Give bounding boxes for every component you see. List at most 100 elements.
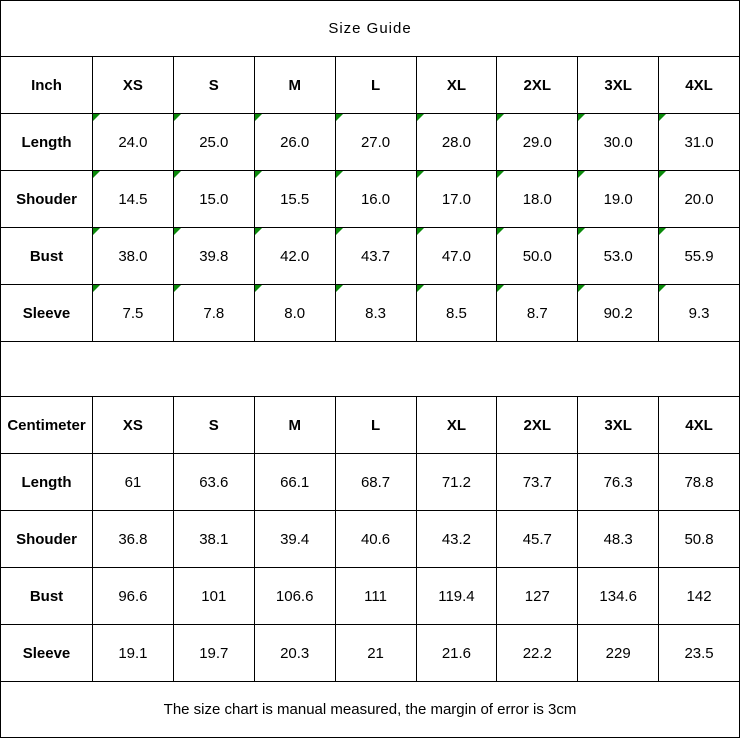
size-value-cell: 40.6 xyxy=(334,510,417,568)
size-value-cell: 31.0 xyxy=(658,113,740,171)
size-value-cell: 8.3 xyxy=(334,284,417,342)
measurement-row-label: Sleeve xyxy=(0,284,93,342)
size-value-cell: 7.8 xyxy=(172,284,255,342)
size-value-cell: 66.1 xyxy=(253,453,336,511)
size-value-cell: 42.0 xyxy=(253,227,336,285)
size-value-cell: 229 xyxy=(577,624,660,682)
size-value-cell: 47.0 xyxy=(415,227,498,285)
size-column-header: XL xyxy=(415,396,498,454)
size-column-header: 2XL xyxy=(496,396,579,454)
size-value-cell: 76.3 xyxy=(577,453,660,511)
size-value-cell: 90.2 xyxy=(577,284,660,342)
page-title: Size Guide xyxy=(0,0,740,57)
size-value-cell: 39.4 xyxy=(253,510,336,568)
size-column-header: L xyxy=(334,56,417,114)
size-value-cell: 142 xyxy=(658,567,740,625)
size-value-cell: 61 xyxy=(92,453,174,511)
size-value-cell: 45.7 xyxy=(496,510,579,568)
size-value-cell: 8.7 xyxy=(496,284,579,342)
size-value-cell: 16.0 xyxy=(334,170,417,228)
centimeter-table-row-shouder: Shouder 36.8 38.1 39.4 40.6 43.2 45.7 48.3 50.8 xyxy=(0,510,740,568)
measurement-row-label: Shouder xyxy=(0,170,93,228)
size-value-cell: 48.3 xyxy=(577,510,660,568)
spacer-row xyxy=(0,341,740,397)
size-value-cell: 23.5 xyxy=(658,624,740,682)
size-value-cell: 19.7 xyxy=(172,624,255,682)
unit-label-inch-table: Inch xyxy=(0,56,93,114)
size-column-header: M xyxy=(253,396,336,454)
centimeter-table-row-length: Length 61 63.6 66.1 68.7 71.2 73.7 76.3 78.8 xyxy=(0,453,740,511)
size-value-cell: 73.7 xyxy=(496,453,579,511)
size-value-cell: 7.5 xyxy=(92,284,174,342)
centimeter-table-header-row: Centimeter XS S M L XL 2XL 3XL 4XL xyxy=(0,396,740,454)
size-column-header: 4XL xyxy=(658,396,740,454)
size-value-cell: 78.8 xyxy=(658,453,740,511)
size-value-cell: 29.0 xyxy=(496,113,579,171)
size-column-header: XS xyxy=(92,396,174,454)
size-value-cell: 18.0 xyxy=(496,170,579,228)
size-value-cell: 71.2 xyxy=(415,453,498,511)
size-value-cell: 9.3 xyxy=(658,284,740,342)
measurement-row-label: Sleeve xyxy=(0,624,93,682)
size-column-header: L xyxy=(334,396,417,454)
size-value-cell: 21.6 xyxy=(415,624,498,682)
inch-table-header-row: Inch XS S M L XL 2XL 3XL 4XL xyxy=(0,56,740,114)
size-value-cell: 119.4 xyxy=(415,567,498,625)
measurement-row-label: Bust xyxy=(0,227,93,285)
unit-label-centimeter-table: Centimeter xyxy=(0,396,93,454)
measurement-row-label: Shouder xyxy=(0,510,93,568)
size-value-cell: 68.7 xyxy=(334,453,417,511)
size-value-cell: 30.0 xyxy=(577,113,660,171)
spacer-cell xyxy=(0,341,740,397)
size-value-cell: 106.6 xyxy=(253,567,336,625)
size-value-cell: 14.5 xyxy=(92,170,174,228)
size-value-cell: 28.0 xyxy=(415,113,498,171)
size-value-cell: 15.0 xyxy=(172,170,255,228)
size-value-cell: 19.1 xyxy=(92,624,174,682)
size-column-header: S xyxy=(172,56,255,114)
size-value-cell: 38.1 xyxy=(172,510,255,568)
size-value-cell: 24.0 xyxy=(92,113,174,171)
size-value-cell: 38.0 xyxy=(92,227,174,285)
size-value-cell: 27.0 xyxy=(334,113,417,171)
size-value-cell: 8.0 xyxy=(253,284,336,342)
inch-table-row-length: Length 24.0 25.0 26.0 27.0 28.0 29.0 30.0 31.0 xyxy=(0,113,740,171)
size-value-cell: 101 xyxy=(172,567,255,625)
size-value-cell: 36.8 xyxy=(92,510,174,568)
footnote-row: The size chart is manual measured, the m… xyxy=(0,681,740,738)
size-value-cell: 20.0 xyxy=(658,170,740,228)
size-value-cell: 22.2 xyxy=(496,624,579,682)
title-row: Size Guide xyxy=(0,0,740,57)
inch-table-row-sleeve: Sleeve 7.5 7.8 8.0 8.3 8.5 8.7 90.2 9.3 xyxy=(0,284,740,342)
size-column-header: M xyxy=(253,56,336,114)
size-column-header: 4XL xyxy=(658,56,740,114)
size-column-header: 3XL xyxy=(577,56,660,114)
size-value-cell: 21 xyxy=(334,624,417,682)
inch-table-row-shouder: Shouder 14.5 15.0 15.5 16.0 17.0 18.0 19.0 20.0 xyxy=(0,170,740,228)
measurement-row-label: Length xyxy=(0,113,93,171)
size-column-header: XL xyxy=(415,56,498,114)
size-value-cell: 39.8 xyxy=(172,227,255,285)
size-value-cell: 50.8 xyxy=(658,510,740,568)
size-value-cell: 134.6 xyxy=(577,567,660,625)
centimeter-table-row-sleeve: Sleeve 19.1 19.7 20.3 21 21.6 22.2 229 23.5 xyxy=(0,624,740,682)
size-value-cell: 26.0 xyxy=(253,113,336,171)
measurement-row-label: Length xyxy=(0,453,93,511)
size-value-cell: 43.7 xyxy=(334,227,417,285)
size-value-cell: 15.5 xyxy=(253,170,336,228)
size-column-header: S xyxy=(172,396,255,454)
size-value-cell: 50.0 xyxy=(496,227,579,285)
size-value-cell: 17.0 xyxy=(415,170,498,228)
size-value-cell: 8.5 xyxy=(415,284,498,342)
size-value-cell: 63.6 xyxy=(172,453,255,511)
size-value-cell: 96.6 xyxy=(92,567,174,625)
footnote-text: The size chart is manual measured, the m… xyxy=(0,681,740,738)
inch-table-row-bust: Bust 38.0 39.8 42.0 43.7 47.0 50.0 53.0 55.9 xyxy=(0,227,740,285)
size-value-cell: 43.2 xyxy=(415,510,498,568)
size-column-header: 3XL xyxy=(577,396,660,454)
size-value-cell: 20.3 xyxy=(253,624,336,682)
centimeter-table-row-bust: Bust 96.6 101 106.6 111 119.4 127 134.6 142 xyxy=(0,567,740,625)
size-value-cell: 127 xyxy=(496,567,579,625)
